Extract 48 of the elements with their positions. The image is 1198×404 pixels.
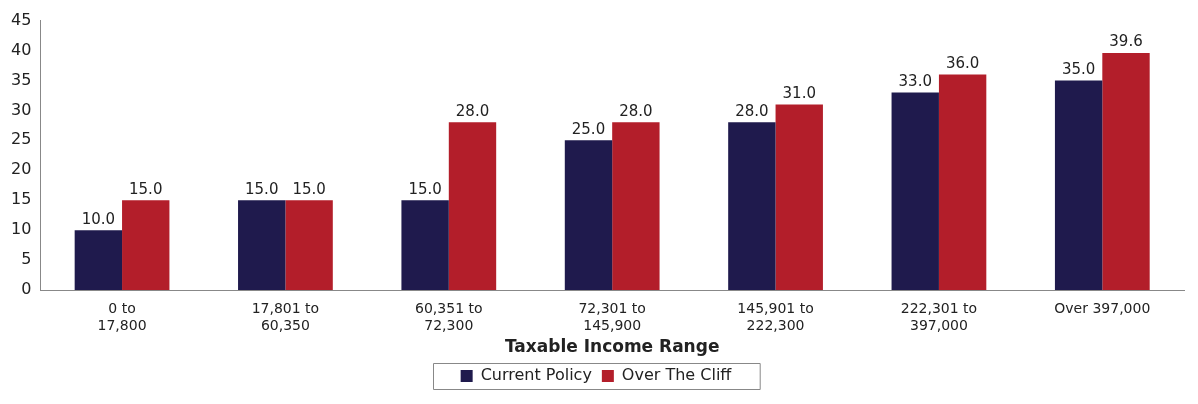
legend-label: Current Policy — [480, 365, 592, 385]
bar — [938, 74, 987, 290]
bar — [401, 200, 449, 290]
bar — [238, 200, 286, 290]
y-tick-label: 20 — [11, 159, 32, 179]
x-tick-label: 145,901 to 222,300 — [737, 300, 814, 333]
data-label: 10.0 — [81, 209, 116, 228]
data-label: 28.0 — [619, 101, 653, 120]
x-tick-label: 60,351 to 72,300 — [415, 300, 483, 333]
y-tick-label: 5 — [21, 249, 32, 269]
bar — [74, 230, 123, 290]
y-tick-label: 10 — [11, 219, 32, 239]
data-label: 31.0 — [782, 83, 816, 102]
x-tick-label: Over 397,000 — [1054, 300, 1151, 317]
y-tick-label: 15 — [11, 189, 32, 209]
data-label: 15.0 — [408, 179, 442, 198]
data-label: 35.0 — [1061, 59, 1096, 78]
bar — [891, 92, 939, 290]
bar — [1102, 52, 1150, 290]
bar — [612, 122, 660, 290]
data-label: 36.0 — [945, 53, 980, 72]
x-axis-title: Taxable Income Range — [504, 336, 720, 357]
data-label: 33.0 — [898, 71, 932, 90]
data-label: 39.6 — [1109, 32, 1143, 51]
data-label: 15.0 — [292, 179, 326, 198]
x-tick-label: 72,301 to 145,900 — [578, 300, 646, 333]
y-tick-label: 45 — [11, 9, 32, 29]
data-label: 28.0 — [455, 101, 490, 120]
bar — [728, 122, 776, 290]
data-label: 15.0 — [245, 179, 279, 198]
legend-label: Over The Cliff — [621, 365, 733, 385]
x-tick-label: 17,801 to 60,350 — [251, 300, 320, 333]
bar — [285, 200, 333, 290]
bar — [1054, 80, 1103, 290]
y-tick-label: 30 — [11, 99, 32, 119]
x-tick-label: 0 to 17,800 — [97, 300, 147, 333]
bar — [122, 200, 170, 290]
x-tick-label: 222,301 to 397,000 — [900, 300, 978, 333]
data-label: 28.0 — [735, 101, 769, 120]
y-tick-label: 35 — [11, 69, 32, 89]
data-label: 25.0 — [571, 119, 606, 138]
y-tick-label: 40 — [11, 39, 32, 59]
y-tick-label: 25 — [11, 129, 32, 149]
bar — [564, 140, 613, 290]
y-tick-label: 0 — [21, 279, 32, 299]
data-label: 15.0 — [129, 179, 163, 198]
bar — [775, 104, 823, 290]
bar — [448, 122, 497, 290]
